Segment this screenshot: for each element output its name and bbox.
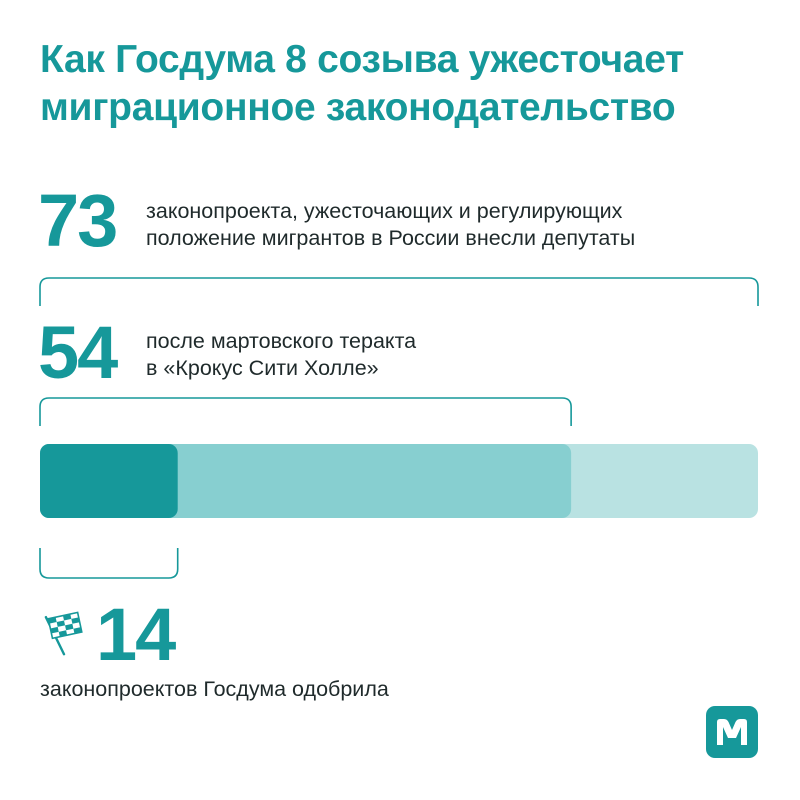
stat-after-attack-label-line-1: после мартовского теракта — [146, 329, 417, 353]
stat-approved-label-line-1: законопроектов Госдума одобрила — [40, 677, 389, 701]
bracket-approved — [39, 548, 179, 579]
bar-approved — [40, 444, 178, 518]
m-logo-icon — [706, 706, 758, 758]
bracket-introduced — [39, 277, 759, 306]
stat-approved-number: 14 — [96, 593, 176, 676]
title-line-2: миграционное законодательство — [40, 86, 676, 129]
stat-introduced-label-line-2: положение мигрантов в России внесли депу… — [146, 226, 636, 250]
stat-introduced-label-line-1: законопроекта, ужесточающих и регулирующ… — [146, 199, 623, 223]
stat-approved-label: законопроектов Госдума одобрила — [40, 676, 389, 703]
bracket-after-attack — [39, 397, 572, 426]
stat-after-attack-number: 54 — [38, 311, 118, 394]
stat-after-attack-label-line-2: в «Крокус Сити Холле» — [146, 356, 379, 380]
stat-introduced-label: законопроекта, ужесточающих и регулирующ… — [146, 198, 635, 252]
stat-introduced-number: 73 — [38, 179, 118, 262]
stat-after-attack-label: после мартовского теракта в «Крокус Сити… — [146, 328, 416, 382]
page-title: Как Госдума 8 созыва ужесточает миграцио… — [40, 36, 780, 132]
title-line-1: Как Госдума 8 созыва ужесточает — [40, 38, 684, 81]
